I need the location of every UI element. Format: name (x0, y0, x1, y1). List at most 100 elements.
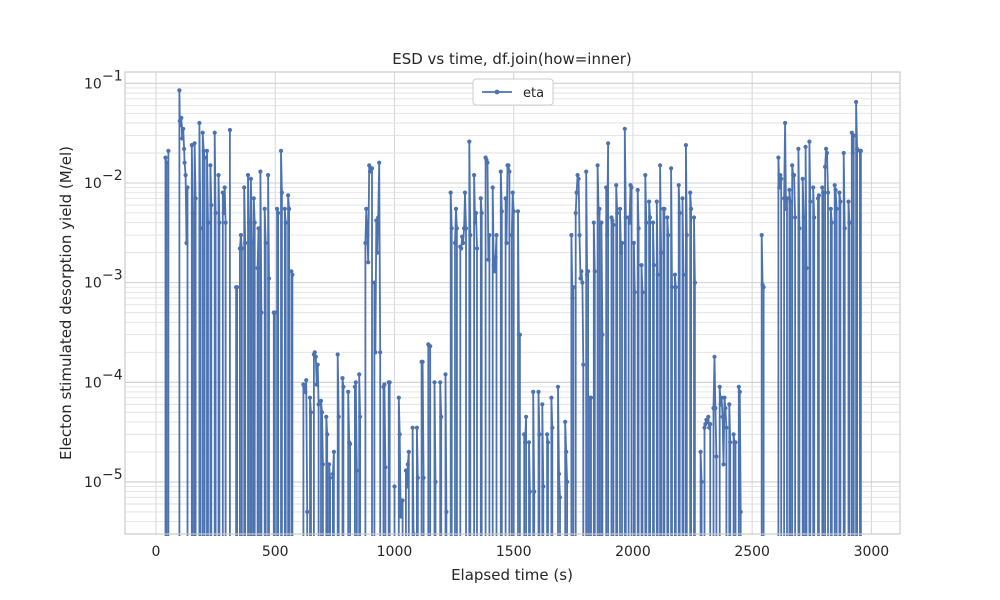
data-point (833, 187, 838, 193)
data-point (492, 269, 497, 274)
data-point (787, 187, 792, 193)
data-point (432, 380, 437, 385)
data-point (728, 440, 733, 445)
data-point (178, 123, 183, 128)
data-point (177, 88, 182, 93)
data-point (673, 285, 678, 290)
data-point (550, 425, 555, 430)
x-tick-label: 1000 (377, 544, 413, 560)
data-point (181, 126, 186, 131)
data-point (410, 425, 415, 430)
data-point (180, 136, 185, 141)
data-point (283, 220, 288, 225)
data-point (807, 139, 812, 144)
data-point (823, 164, 828, 169)
data-point (847, 220, 852, 225)
data-point (439, 414, 444, 419)
data-point (733, 440, 738, 445)
data-point (404, 484, 409, 489)
data-point (449, 226, 454, 231)
data-point (537, 432, 542, 437)
data-point (606, 141, 611, 146)
data-point (506, 163, 511, 168)
data-point (824, 150, 830, 156)
data-point (220, 190, 225, 195)
data-point (779, 176, 784, 181)
data-point (666, 233, 671, 238)
data-point (604, 185, 609, 190)
data-point (821, 190, 826, 195)
data-point (632, 290, 637, 295)
data-point (387, 380, 392, 385)
data-point (575, 173, 580, 178)
data-point (654, 199, 659, 204)
data-point (320, 462, 325, 467)
data-point (834, 206, 839, 211)
plot-frame (124, 71, 901, 535)
data-point (828, 206, 833, 211)
data-point (705, 419, 710, 424)
data-point (723, 406, 728, 411)
data-point (490, 185, 495, 190)
data-point (631, 240, 637, 246)
data-point (182, 160, 187, 165)
x-tick-label: 500 (262, 544, 289, 560)
data-point (576, 176, 581, 181)
data-point (336, 414, 341, 419)
data-point (266, 276, 272, 281)
data-point (363, 240, 368, 246)
data-point (712, 354, 717, 359)
data-point (691, 215, 697, 220)
data-point (307, 395, 313, 400)
data-point (597, 206, 602, 211)
data-point (238, 233, 243, 238)
data-point (248, 176, 253, 181)
data-point (372, 280, 377, 285)
data-point (532, 489, 537, 494)
data-point (314, 382, 319, 387)
x-tick-label: 2500 (734, 544, 770, 560)
chart-title: ESD vs time, df.join(how=inner) (392, 50, 632, 68)
data-point (358, 414, 363, 419)
data-point (659, 250, 664, 255)
data-point (462, 190, 468, 195)
data-point (235, 285, 240, 290)
data-point (369, 166, 375, 171)
data-point (348, 441, 353, 447)
data-point (829, 220, 834, 225)
data-point (202, 155, 207, 160)
data-point (242, 185, 247, 190)
data-point (713, 406, 718, 411)
data-point (227, 127, 232, 133)
data-point (595, 163, 600, 168)
data-point (474, 246, 480, 251)
data-point (275, 206, 280, 211)
data-point (164, 160, 169, 165)
data-point (611, 222, 616, 227)
data-point (245, 173, 251, 178)
data-point (619, 240, 625, 246)
data-point (804, 266, 809, 271)
data-point (201, 148, 206, 153)
data-point (473, 220, 478, 225)
data-point (707, 425, 712, 430)
data-point (262, 206, 267, 211)
data-point (841, 150, 846, 156)
data-point (221, 210, 226, 216)
data-point (503, 196, 508, 201)
data-point (511, 209, 516, 214)
data-point (239, 246, 244, 251)
data-point (179, 115, 184, 120)
data-point (692, 280, 698, 285)
data-point (287, 206, 292, 211)
data-point (569, 233, 574, 238)
data-point (672, 272, 678, 277)
data-point (213, 210, 218, 216)
data-point (382, 382, 387, 387)
data-point (523, 440, 528, 445)
data-point (398, 514, 403, 519)
data-point (719, 395, 724, 400)
data-point (714, 454, 719, 459)
data-point (846, 199, 851, 204)
